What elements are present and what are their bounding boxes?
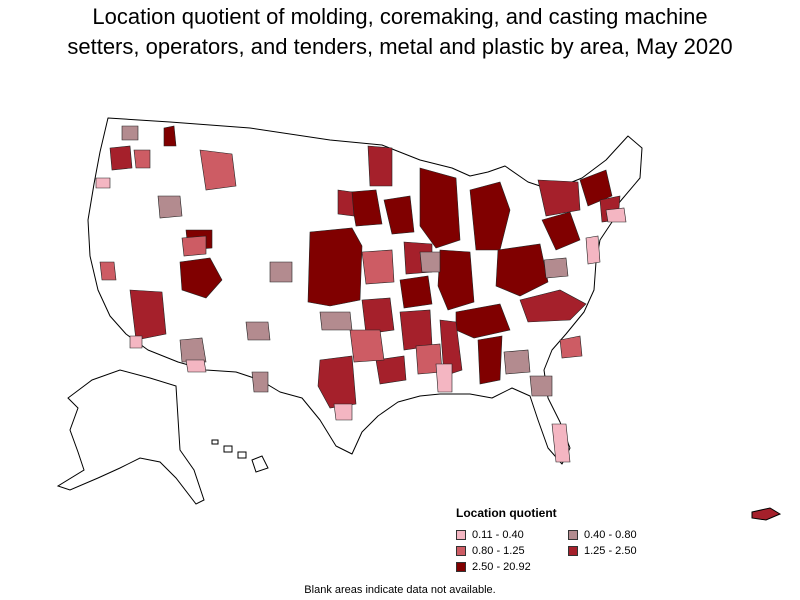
- legend-item-0.11-0.40: 0.11 - 0.40: [456, 528, 568, 542]
- legend-item-1.25-2.50: 1.25 - 2.50: [568, 544, 688, 558]
- map-legend: Location quotient 0.11 - 0.40 0.40 - 0.8…: [456, 506, 706, 574]
- legend-swatch: [568, 546, 578, 556]
- legend-item-0.80-1.25: 0.80 - 1.25: [456, 544, 568, 558]
- legend-swatch: [456, 546, 466, 556]
- legend-label: 0.40 - 0.80: [584, 529, 637, 541]
- alaska-outline: [56, 369, 205, 505]
- hawaii-outline: [211, 439, 269, 473]
- legend-label: 0.11 - 0.40: [472, 529, 524, 541]
- map-title-line1: Location quotient of molding, coremaking…: [92, 4, 708, 29]
- areas-lq-0.40-0.80: [121, 125, 569, 397]
- footnote: Blank areas indicate data not available.: [304, 584, 496, 596]
- legend-swatch: [456, 562, 466, 572]
- legend-swatch: [568, 530, 578, 540]
- legend-label: 2.50 - 20.92: [472, 561, 531, 573]
- areas-lq-1.25-2.50: [109, 145, 621, 409]
- legend-label: 0.80 - 1.25: [472, 545, 525, 557]
- puerto-rico-area: [751, 507, 782, 521]
- legend-item-2.50-20.92: 2.50 - 20.92: [456, 560, 568, 574]
- areas-lq-2.50-20.92: [163, 125, 613, 385]
- legend-items: 0.11 - 0.40 0.40 - 0.80 0.80 - 1.25 1.25…: [456, 528, 706, 574]
- legend-label: 1.25 - 2.50: [584, 545, 637, 557]
- legend-item-0.40-0.80: 0.40 - 0.80: [568, 528, 688, 542]
- areas-lq-0.11-0.40: [95, 177, 627, 463]
- legend-swatch: [456, 530, 466, 540]
- legend-title: Location quotient: [456, 506, 557, 520]
- areas-lq-0.80-1.25: [99, 149, 583, 375]
- map-title-line2: setters, operators, and tenders, metal a…: [67, 34, 733, 59]
- map-title: Location quotient of molding, coremaking…: [0, 2, 800, 62]
